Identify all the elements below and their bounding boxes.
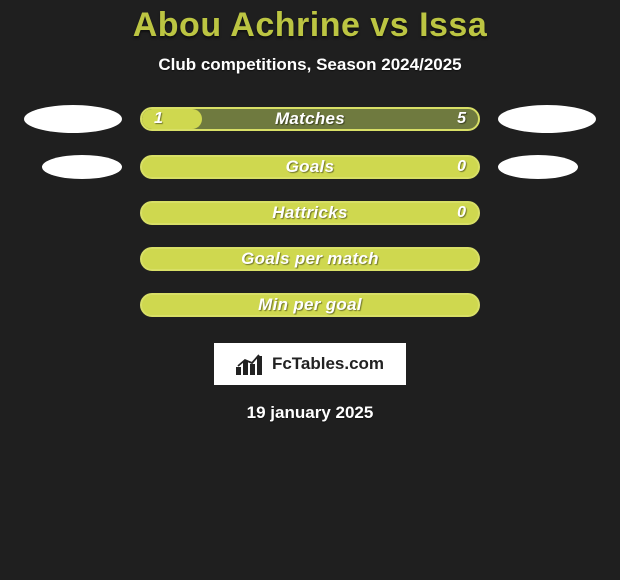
page-subtitle: Club competitions, Season 2024/2025	[158, 55, 461, 75]
stat-label: Hattricks	[272, 203, 347, 223]
player-right-avatar	[498, 155, 578, 179]
stat-label: Matches	[275, 109, 345, 129]
stat-rows: 1 Matches 5 Goals 0 Hattricks 0 Goals per match…	[24, 105, 596, 339]
stat-row: Goals 0	[24, 155, 596, 179]
player-left-avatar	[24, 105, 122, 133]
brand-text: FcTables.com	[272, 354, 384, 374]
stat-bar-fill	[142, 109, 202, 129]
stat-bar: Goals per match	[140, 247, 480, 271]
stat-label: Goals	[286, 157, 335, 177]
player-right-avatar	[498, 105, 596, 133]
stat-bar: Hattricks 0	[140, 201, 480, 225]
stat-right-value: 5	[457, 110, 466, 128]
stat-label: Min per goal	[258, 295, 362, 315]
stat-left-value: 1	[154, 110, 163, 128]
player-left-avatar	[42, 155, 122, 179]
page-title: Abou Achrine vs Issa	[133, 6, 488, 45]
stat-row: 1 Matches 5	[24, 105, 596, 133]
stat-bar: Min per goal	[140, 293, 480, 317]
stat-row: Hattricks 0	[24, 201, 596, 225]
snapshot-date: 19 january 2025	[247, 403, 374, 423]
comparison-card: Abou Achrine vs Issa Club competitions, …	[0, 0, 620, 580]
stat-right-value: 0	[457, 204, 466, 222]
stat-right-value: 0	[457, 158, 466, 176]
stat-bar: 1 Matches 5	[140, 107, 480, 131]
brand-bars-icon	[236, 353, 266, 375]
stat-label: Goals per match	[241, 249, 379, 269]
stat-bar: Goals 0	[140, 155, 480, 179]
stat-row: Min per goal	[24, 293, 596, 317]
brand-badge: FcTables.com	[214, 343, 406, 385]
stat-row: Goals per match	[24, 247, 596, 271]
